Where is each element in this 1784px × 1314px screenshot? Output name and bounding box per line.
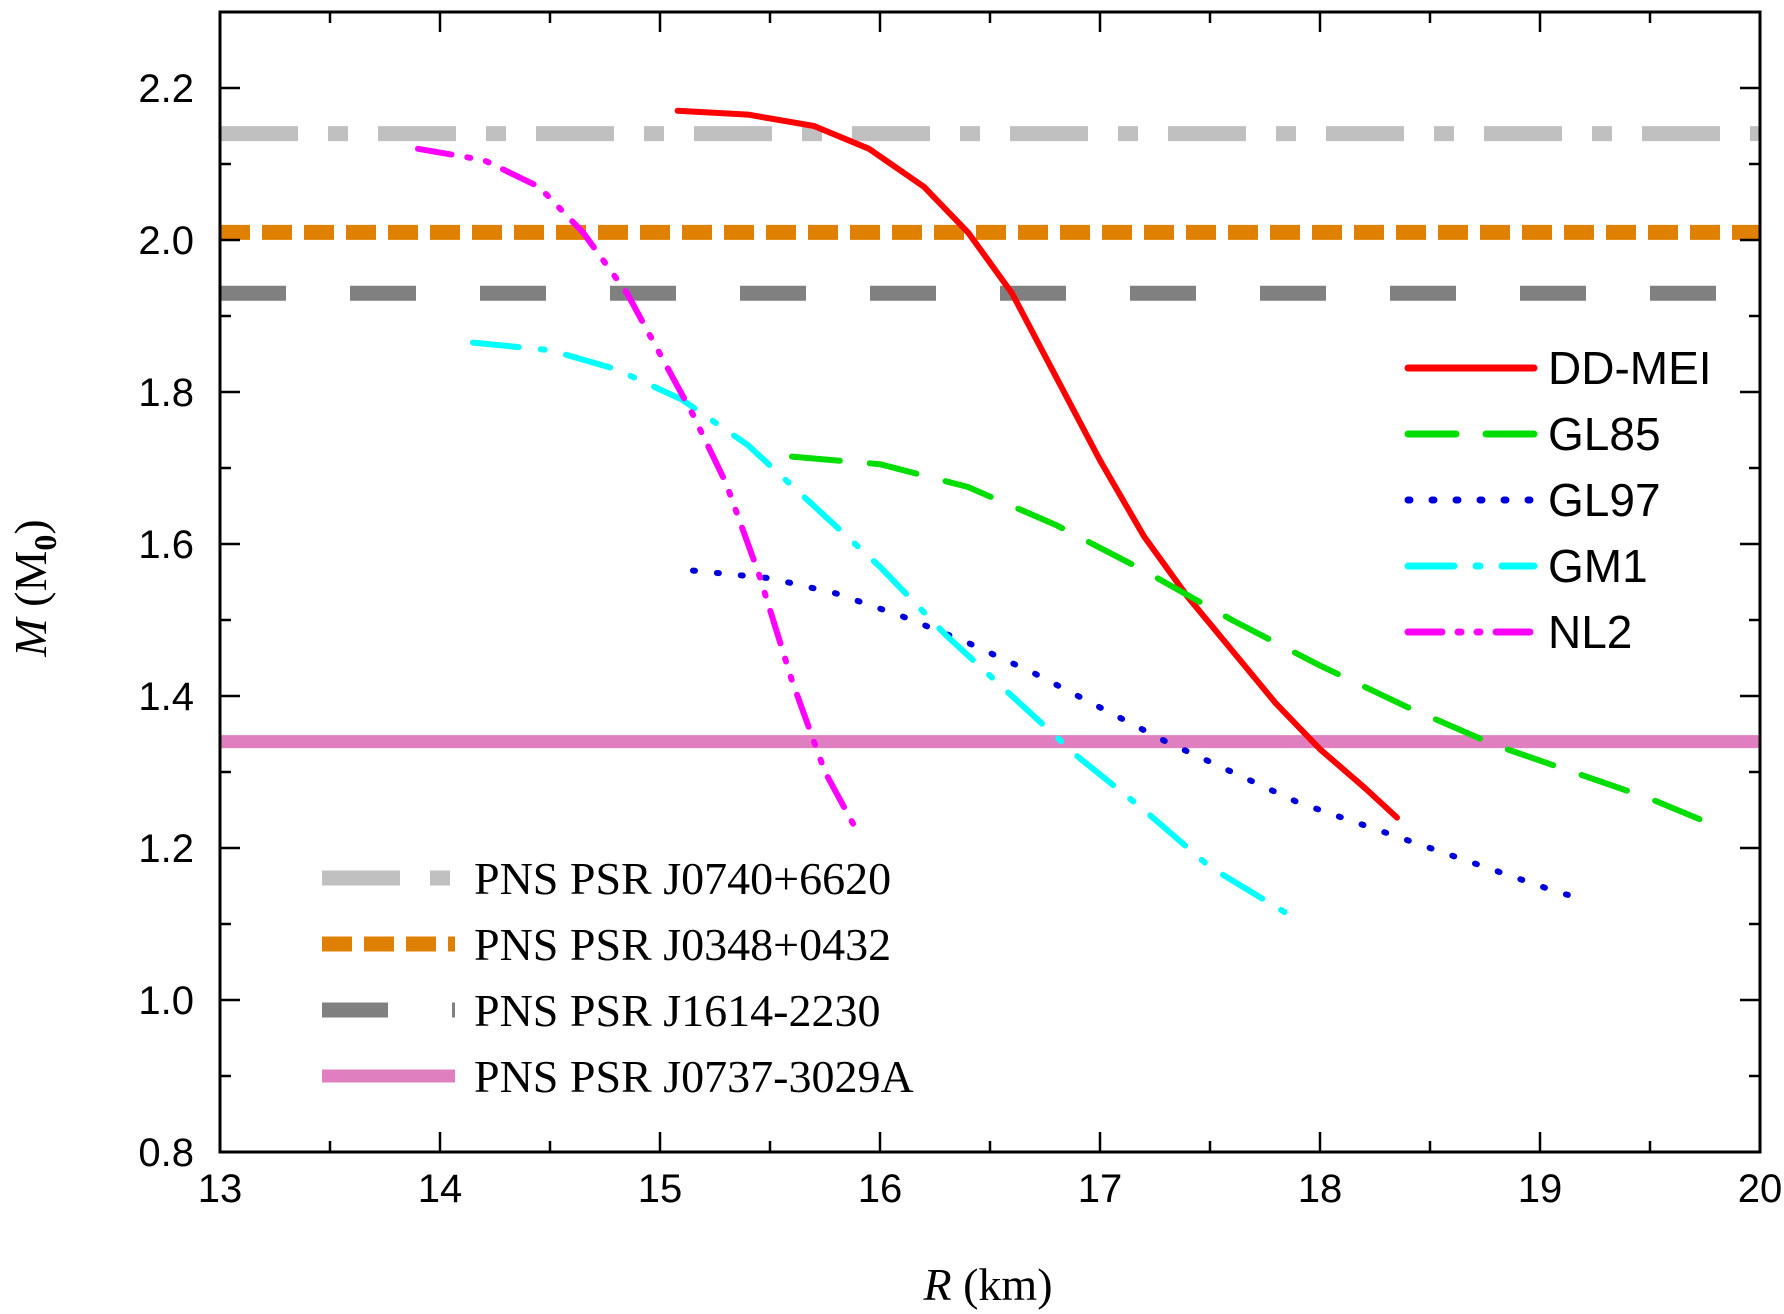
legend-label-gl97: GL97 (1548, 474, 1661, 526)
y-tick-label: 1.0 (138, 979, 194, 1023)
legend-label-gl85: GL85 (1548, 408, 1661, 460)
x-tick-label: 14 (418, 1167, 463, 1211)
series-legend: DD-MEI GL85 GL97 GM1 NL2 (1404, 342, 1712, 658)
axis-ticks (218, 10, 1762, 1154)
y-axis-variable: M (5, 616, 56, 658)
ref-legend-label-3: PNS PSR J0737-3029A (474, 1051, 914, 1102)
y-axis-title: M (M0) (5, 519, 63, 657)
series-line-dd-mei (674, 107, 1400, 821)
legend-label-gm1: GM1 (1548, 540, 1648, 592)
y-tick-label: 1.6 (138, 523, 194, 567)
y-axis-unit-subscript: 0 (27, 535, 63, 551)
x-tick-label: 13 (198, 1167, 243, 1211)
x-axis-title: R (km) (922, 1259, 1052, 1310)
series-line-nl2 (415, 145, 861, 836)
legend-label-dd-mei: DD-MEI (1548, 342, 1712, 394)
reference-legend: PNS PSR J0740+6620 PNS PSR J0348+0432 PNS … (322, 853, 914, 1102)
ref-legend-label-2: PNS PSR J1614-2230 (474, 985, 880, 1036)
series-line-gm1 (470, 339, 1301, 924)
series-lines (415, 107, 1708, 924)
reference-lines (220, 126, 1760, 749)
x-tick-labels: 13 14 15 16 17 18 19 20 (198, 1167, 1783, 1211)
series-line-gl97 (690, 567, 1592, 905)
y-axis-unit-open: (M (5, 551, 56, 619)
y-tick-labels: 0.8 1.0 1.2 1.4 1.6 1.8 2.0 2.2 (138, 67, 194, 1175)
y-tick-label: 1.8 (138, 371, 194, 415)
x-axis-unit: (km) (952, 1259, 1053, 1310)
x-tick-label: 18 (1298, 1167, 1343, 1211)
plot-frame (218, 10, 1762, 1154)
legend-label-nl2: NL2 (1548, 606, 1632, 658)
y-tick-label: 2.2 (138, 67, 194, 111)
x-tick-label: 17 (1078, 1167, 1123, 1211)
x-tick-label: 15 (638, 1167, 683, 1211)
x-tick-label: 19 (1518, 1167, 1563, 1211)
y-tick-label: 1.4 (138, 675, 194, 719)
y-tick-label: 2.0 (138, 219, 194, 263)
y-axis-unit-close: ) (5, 519, 56, 534)
ref-legend-label-1: PNS PSR J0348+0432 (474, 919, 891, 970)
series-line-gl85 (789, 453, 1708, 825)
y-tick-label: 1.2 (138, 827, 194, 871)
ref-legend-label-0: PNS PSR J0740+6620 (474, 853, 891, 904)
x-tick-label: 16 (858, 1167, 903, 1211)
x-axis-variable: R (922, 1259, 951, 1310)
x-tick-label: 20 (1738, 1167, 1783, 1211)
y-tick-label: 0.8 (138, 1131, 194, 1175)
